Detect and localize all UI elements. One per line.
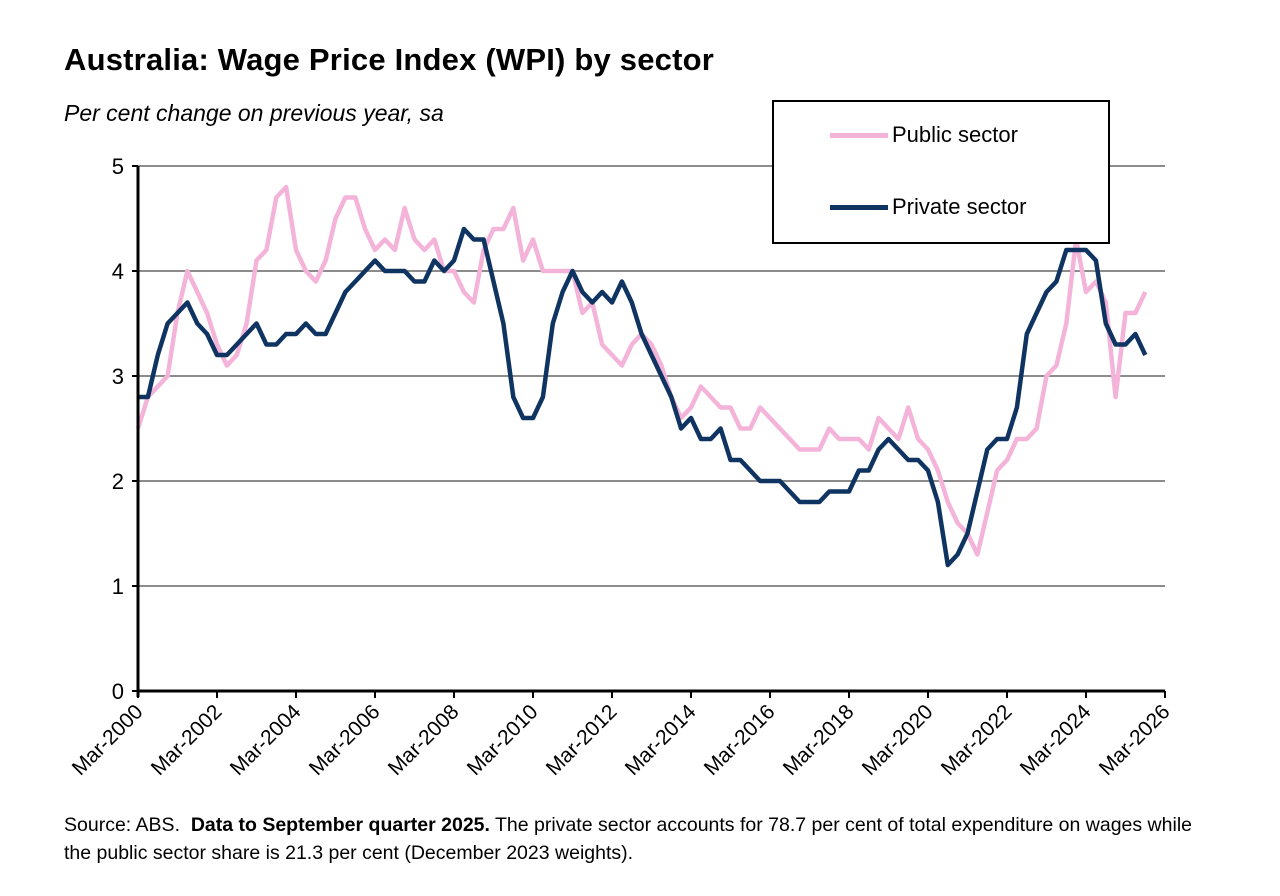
legend-swatch-public xyxy=(830,132,888,138)
x-tick-label: Mar-2024 xyxy=(1016,700,1096,780)
x-tick-label: Mar-2016 xyxy=(700,700,780,780)
y-tick-label: 1 xyxy=(112,574,124,599)
x-tick-label: Mar-2008 xyxy=(384,700,464,780)
x-tick-label: Mar-2018 xyxy=(779,700,859,780)
legend-item-public: Public sector xyxy=(830,122,1018,148)
legend-swatch-private xyxy=(830,204,888,210)
x-tick-label: Mar-2022 xyxy=(937,700,1017,780)
x-tick-label: Mar-2002 xyxy=(147,700,227,780)
series-lines xyxy=(135,184,1148,568)
x-tick-label: Mar-2020 xyxy=(858,700,938,780)
chart-title: Australia: Wage Price Index (WPI) by sec… xyxy=(64,42,715,77)
legend-item-private: Private sector xyxy=(830,194,1027,220)
y-tick-label: 3 xyxy=(112,364,124,389)
data-cutoff-note: Data to September quarter 2025. xyxy=(190,814,490,836)
x-tick-label: Mar-2026 xyxy=(1095,700,1175,780)
x-tick-label: Mar-2006 xyxy=(305,700,385,780)
x-tick-label: Mar-2010 xyxy=(463,700,543,780)
y-tick-label: 4 xyxy=(112,259,124,284)
y-tick-label: 0 xyxy=(112,679,124,704)
legend: Public sector Private sector xyxy=(772,100,1110,244)
legend-label-public: Public sector xyxy=(892,122,1018,147)
source-text: Source: ABS. xyxy=(64,814,180,836)
weights-note: The private sector accounts for 78.7 per… xyxy=(64,814,1192,864)
y-tick-label: 5 xyxy=(112,154,124,179)
series-line-private-sector xyxy=(138,226,1148,568)
x-tick-label: Mar-2004 xyxy=(226,700,306,780)
x-tick-label: Mar-2014 xyxy=(621,700,701,780)
x-tick-label: Mar-2012 xyxy=(542,700,622,780)
x-tick-label: Mar-2000 xyxy=(68,700,148,780)
footer-note: Source: ABS. Data to September quarter 2… xyxy=(64,811,1224,867)
chart-subtitle: Per cent change on previous year, sa xyxy=(64,100,444,126)
y-tick-label: 2 xyxy=(112,469,124,494)
legend-label-private: Private sector xyxy=(892,194,1027,219)
